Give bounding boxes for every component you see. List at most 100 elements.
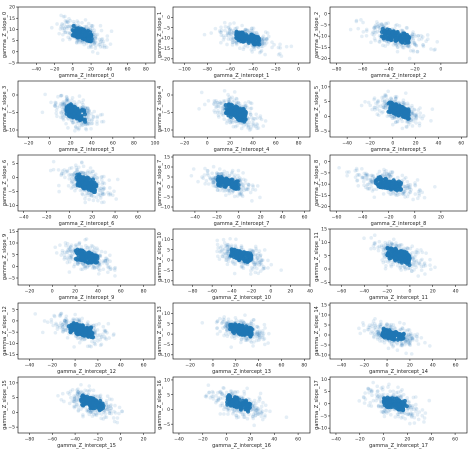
subplot-5: −40 −20 0 20 40 60−50510gamma_Z_intercept_5ga… [314, 80, 468, 153]
scatter-point [72, 399, 76, 404]
scatter-point [234, 181, 239, 187]
scatter-point [227, 95, 232, 99]
scatter-point [388, 243, 393, 247]
x-tick-label: −80 [188, 289, 198, 295]
scatter-point [418, 188, 422, 193]
scatter-point [55, 324, 60, 329]
scatter-point [101, 44, 105, 49]
scatter-point [420, 35, 425, 39]
scatter-point [221, 106, 225, 110]
scatter-point [229, 345, 233, 349]
x-tick-label: −80 [332, 67, 342, 73]
x-tick-label: 0 [269, 289, 272, 295]
scatter-point [388, 174, 393, 179]
y-tick-label: −5 [163, 195, 170, 201]
scatter-point [228, 236, 232, 241]
scatter-point [87, 344, 92, 348]
scatter-point [107, 336, 111, 340]
y-tick-label: 5 [12, 307, 15, 313]
scatter-point [61, 329, 65, 334]
scatter-point [216, 172, 221, 177]
y-axis-label: gamma_Z_slope_5 [314, 86, 320, 132]
scatter-point [410, 244, 415, 248]
scatter-point [421, 43, 426, 47]
scatter-point [405, 26, 409, 30]
x-tick-label: −20 [271, 67, 281, 73]
scatter-point [112, 266, 117, 271]
scatter-point [380, 184, 385, 189]
scatter-point [396, 45, 400, 49]
scatter-point [91, 410, 95, 415]
scatter-point [77, 126, 81, 131]
scatter-point [224, 251, 229, 256]
scatter-point [226, 97, 231, 102]
y-tick-label: 0 [167, 258, 170, 264]
scatter-point [83, 264, 88, 269]
scatter-point [410, 34, 415, 38]
scatter-point [230, 40, 235, 45]
scatter-point [258, 391, 263, 396]
scatter-point [380, 22, 384, 27]
scatter-point [269, 262, 274, 267]
x-tick-label: 60 [118, 289, 124, 295]
scatter-point [237, 40, 242, 44]
scatter-point [260, 35, 265, 40]
scatter-point [220, 112, 224, 116]
scatter-point [214, 400, 218, 405]
scatter-point [255, 331, 259, 336]
scatter-point [114, 197, 118, 201]
scatter-point [64, 314, 69, 319]
scatter-point [92, 412, 96, 417]
scatter-point [217, 29, 222, 33]
scatter-point [86, 40, 90, 44]
scatter-point [89, 325, 94, 329]
scatter-point [399, 265, 403, 269]
scatter-point [74, 397, 79, 402]
scatter-point [388, 175, 393, 179]
scatter-point [94, 195, 99, 200]
scatter-point [83, 388, 87, 393]
scatter-point [73, 318, 77, 323]
scatter-point [400, 191, 405, 196]
scatter-point [70, 24, 74, 29]
scatter-point [410, 34, 415, 39]
scatter-point [224, 321, 228, 325]
scatter-point [85, 321, 89, 326]
scatter-point [260, 328, 265, 333]
scatter-point [371, 244, 376, 248]
scatter-point [248, 254, 253, 259]
scatter-point [113, 411, 118, 415]
scatter-point [215, 238, 220, 243]
scatter-point [382, 408, 387, 413]
scatter-point [92, 176, 96, 180]
scatter-point [260, 38, 265, 42]
scatter-point [345, 170, 349, 174]
scatter-point [92, 40, 97, 45]
scatter-point [227, 254, 232, 259]
scatter-point [98, 40, 103, 45]
x-tick-label: 0 [71, 67, 74, 73]
scatter-point [404, 333, 408, 337]
x-tick-label: 0 [408, 289, 411, 295]
scatter-point [256, 412, 261, 416]
scatter-point [214, 105, 218, 110]
scatter-point [248, 101, 253, 105]
scatter-point [99, 342, 104, 347]
y-tick-label: 15 [164, 155, 170, 161]
scatter-point [77, 165, 81, 170]
scatter-point [202, 32, 207, 37]
scatter-point [390, 242, 395, 247]
scatter-point [71, 19, 76, 24]
scatter-point [69, 102, 73, 106]
scatter-point [409, 36, 414, 40]
scatter-point [73, 24, 78, 28]
scatter-point [95, 339, 100, 343]
scatter-point [241, 319, 245, 324]
scatter-point [73, 244, 78, 248]
scatter-point [433, 265, 437, 270]
scatter-point [248, 190, 253, 195]
scatter-point [373, 107, 377, 112]
scatter-point [376, 404, 381, 408]
scatter-point [93, 36, 98, 41]
scatter-point [412, 333, 417, 337]
